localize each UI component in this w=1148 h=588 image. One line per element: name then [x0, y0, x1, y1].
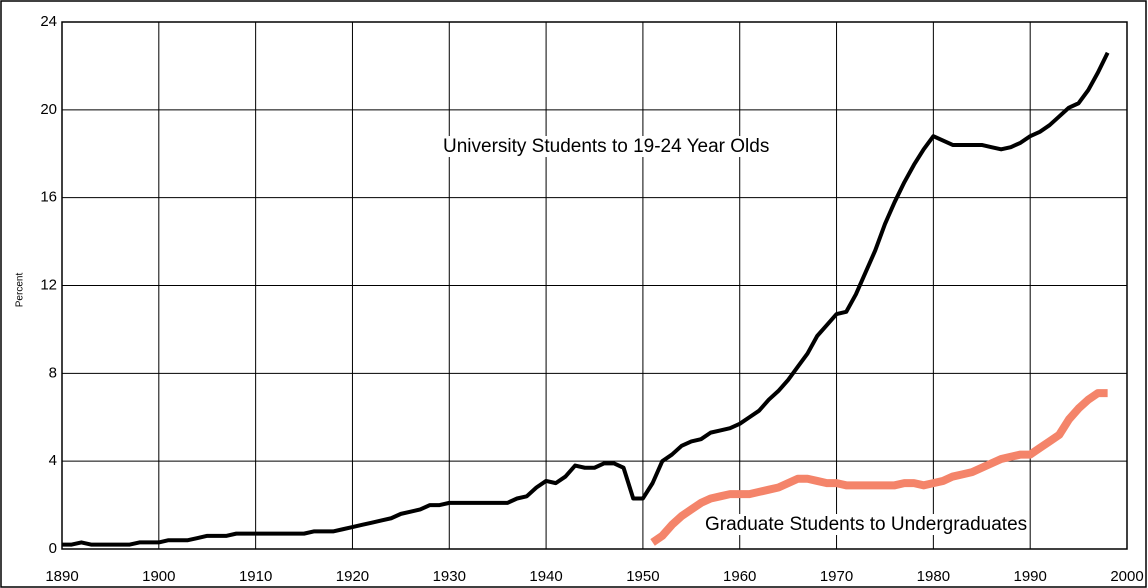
- x-tick-label: 1890: [45, 568, 78, 585]
- x-tick-label: 1980: [917, 568, 950, 585]
- x-tick-label: 2000: [1110, 568, 1143, 585]
- y-tick-label: 4: [49, 452, 57, 469]
- x-tick-label: 1920: [336, 568, 369, 585]
- annotation: University Students to 19-24 Year Olds: [443, 136, 769, 157]
- y-tick-label: 12: [40, 276, 57, 293]
- x-tick-label: 1940: [529, 568, 562, 585]
- series-line: [62, 51, 1110, 547]
- annotation-background: [703, 514, 1030, 536]
- y-axis-label: Percent: [15, 273, 26, 308]
- x-tick-label: 1950: [626, 568, 659, 585]
- x-tick-label: 1960: [723, 568, 756, 585]
- x-tick-label: 1930: [433, 568, 466, 585]
- y-tick-label: 24: [40, 13, 57, 30]
- y-tick-label: 8: [49, 364, 57, 381]
- x-tick-label: 1990: [1013, 568, 1046, 585]
- y-tick-label: 0: [49, 540, 57, 557]
- x-tick-label: 1910: [239, 568, 272, 585]
- annotation: Graduate Students to Undergraduates: [705, 514, 1027, 535]
- y-tick-label: 20: [40, 101, 57, 118]
- annotation-background: [441, 136, 772, 158]
- y-tick-label: 16: [40, 189, 57, 206]
- x-tick-label: 1970: [820, 568, 853, 585]
- series-line: [650, 389, 1108, 546]
- x-tick-label: 1900: [142, 568, 175, 585]
